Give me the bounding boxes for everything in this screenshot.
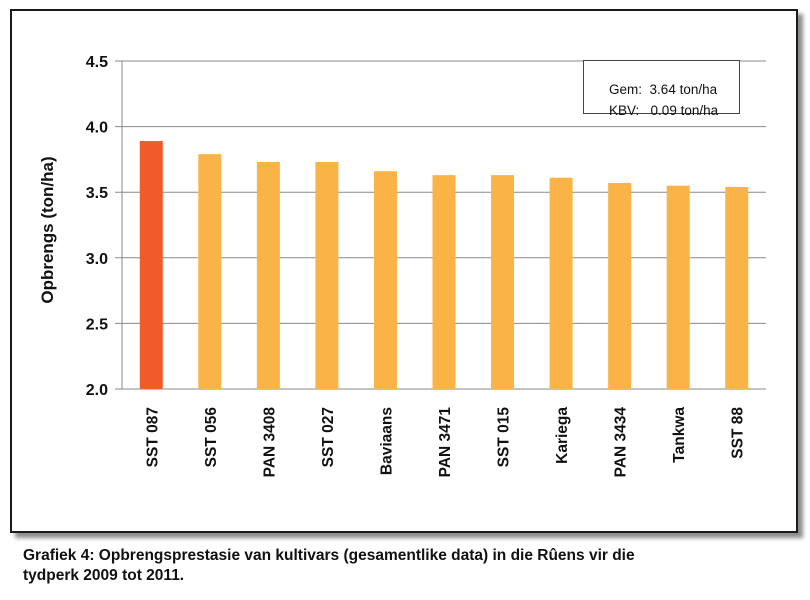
y-tick-label: 4.5 bbox=[86, 54, 108, 71]
category-label: PAN 3408 bbox=[261, 407, 278, 478]
figure-caption: Grafiek 4: Opbrengsprestasie van kultiva… bbox=[23, 546, 793, 586]
bars bbox=[139, 141, 749, 389]
y-tick-label: 2.5 bbox=[86, 316, 108, 333]
mean-stat: Gem: 3.64 ton/ha bbox=[594, 67, 717, 112]
y-tick-labels: 2.0 2.5 3.0 3.5 4.0 4.5 bbox=[86, 54, 108, 399]
category-label: SST 056 bbox=[203, 407, 220, 468]
category-label: Baviaans bbox=[378, 407, 395, 475]
caption-line-2: tydperk 2009 tot 2011. bbox=[23, 567, 185, 584]
y-tick-label: 4.0 bbox=[86, 120, 108, 137]
bar bbox=[432, 175, 456, 389]
bar bbox=[373, 171, 397, 389]
y-tick-label: 3.0 bbox=[86, 251, 108, 268]
category-label: SST 027 bbox=[320, 407, 337, 467]
bar bbox=[725, 186, 749, 389]
y-axis-label: Opbrengs (ton/ha) bbox=[38, 156, 57, 303]
category-label: SST 015 bbox=[496, 407, 513, 468]
bar bbox=[198, 154, 222, 389]
caption-line-1: Grafiek 4: Opbrengsprestasie van kultiva… bbox=[23, 547, 635, 564]
category-labels: SST 087 SST 056 PAN 3408 SST 027 Baviaans PAN… bbox=[144, 407, 746, 478]
category-label: SST 087 bbox=[144, 407, 161, 467]
mean-label: Gem: bbox=[609, 82, 643, 97]
bar bbox=[315, 162, 339, 389]
bar-chart: 2.0 2.5 3.0 3.5 4.0 4.5 SST 087 SST 056 PAN 340… bbox=[38, 54, 766, 478]
category-label: PAN 3471 bbox=[437, 407, 454, 478]
category-label: Tankwa bbox=[671, 407, 688, 463]
cv-stat: KBV: 0.09 ton/ha bbox=[594, 88, 718, 133]
cv-value: 0.09 ton/ha bbox=[650, 103, 719, 118]
category-label: PAN 3434 bbox=[613, 407, 630, 478]
category-label: Kariega bbox=[554, 407, 571, 464]
y-tick-label: 2.0 bbox=[86, 382, 108, 399]
category-label: SST 88 bbox=[730, 407, 747, 459]
bar bbox=[549, 177, 573, 389]
bar bbox=[139, 141, 163, 389]
bar bbox=[256, 162, 280, 389]
bar bbox=[666, 185, 690, 389]
bar bbox=[608, 183, 632, 389]
bar bbox=[491, 175, 515, 389]
mean-value: 3.64 ton/ha bbox=[649, 82, 718, 97]
y-tick-label: 3.5 bbox=[86, 185, 108, 202]
stats-legend-box: Gem: 3.64 ton/ha KBV: 0.09 ton/ha bbox=[583, 60, 740, 118]
cv-label: KBV: bbox=[609, 103, 640, 118]
